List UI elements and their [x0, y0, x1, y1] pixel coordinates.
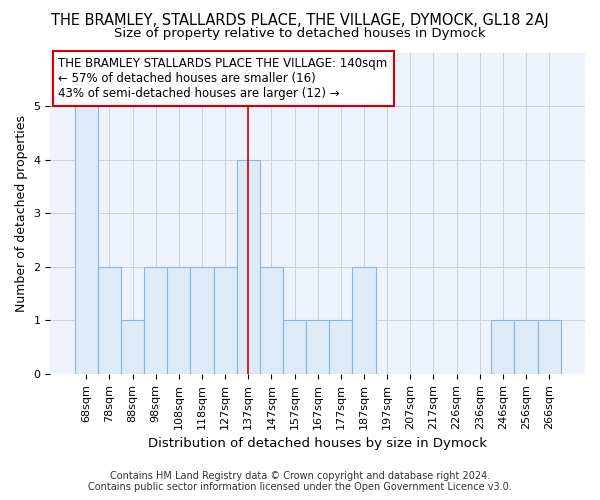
Y-axis label: Number of detached properties: Number of detached properties	[15, 114, 28, 312]
Bar	[144, 267, 167, 374]
Bar	[167, 267, 190, 374]
Bar	[190, 267, 214, 374]
Text: Contains HM Land Registry data © Crown copyright and database right 2024.
Contai: Contains HM Land Registry data © Crown c…	[88, 471, 512, 492]
Bar	[283, 320, 306, 374]
Bar	[306, 320, 329, 374]
Bar	[260, 267, 283, 374]
Bar	[98, 267, 121, 374]
Bar	[538, 320, 561, 374]
Text: THE BRAMLEY, STALLARDS PLACE, THE VILLAGE, DYMOCK, GL18 2AJ: THE BRAMLEY, STALLARDS PLACE, THE VILLAG…	[51, 12, 549, 28]
Text: THE BRAMLEY STALLARDS PLACE THE VILLAGE: 140sqm
← 57% of detached houses are sma: THE BRAMLEY STALLARDS PLACE THE VILLAGE:…	[58, 58, 388, 100]
Bar	[121, 320, 144, 374]
Bar	[352, 267, 376, 374]
Bar	[329, 320, 352, 374]
Bar	[214, 267, 237, 374]
Bar	[491, 320, 514, 374]
Bar	[514, 320, 538, 374]
Bar	[237, 160, 260, 374]
Text: Size of property relative to detached houses in Dymock: Size of property relative to detached ho…	[114, 28, 486, 40]
Bar	[75, 106, 98, 374]
X-axis label: Distribution of detached houses by size in Dymock: Distribution of detached houses by size …	[148, 437, 487, 450]
